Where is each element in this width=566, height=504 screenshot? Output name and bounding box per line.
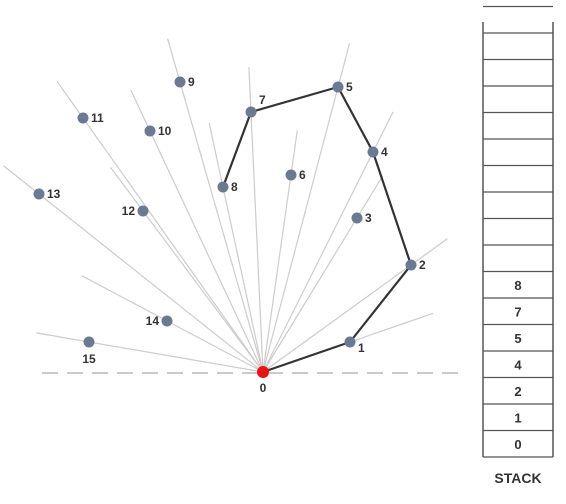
point-4 (367, 146, 379, 158)
point-1 (344, 336, 356, 348)
ray-13 (3, 165, 264, 373)
stack-item-7: 7 (514, 304, 521, 319)
point-label-3: 3 (365, 211, 372, 225)
point-label-12: 12 (122, 204, 136, 218)
point-label-7: 7 (259, 93, 266, 107)
ray-2 (262, 238, 448, 373)
ray-11 (56, 80, 264, 373)
point-9 (174, 76, 186, 88)
point-5 (332, 81, 344, 93)
point-14 (161, 315, 173, 327)
point-15 (83, 336, 95, 348)
point-label-10: 10 (158, 124, 172, 138)
point-12 (137, 205, 149, 217)
ray-15 (36, 332, 264, 373)
rays (3, 38, 448, 373)
stack-item-8: 8 (514, 278, 521, 293)
stack-item-0: 0 (514, 437, 521, 452)
point-13 (33, 188, 45, 200)
ray-7 (248, 66, 264, 373)
origin-point (257, 366, 269, 378)
point-label-5: 5 (346, 80, 353, 94)
stack-title: STACK (494, 470, 541, 486)
point-label-15: 15 (82, 352, 96, 366)
point-label-9: 9 (188, 75, 195, 89)
ray-9 (167, 38, 264, 373)
point-label-1: 1 (358, 341, 365, 355)
ray-3 (262, 175, 384, 373)
stack-item-5: 5 (514, 331, 521, 346)
ray-5 (262, 43, 351, 373)
point-label-8: 8 (231, 180, 238, 194)
point-3 (351, 212, 363, 224)
point-label-11: 11 (91, 111, 104, 125)
point-2 (405, 259, 417, 271)
point-label-2: 2 (419, 258, 426, 272)
point-6 (285, 169, 297, 181)
stack-item-2: 2 (514, 384, 521, 399)
ray-12 (110, 167, 264, 373)
stack-item-1: 1 (514, 410, 521, 425)
point-label-6: 6 (299, 168, 306, 182)
stack: 8 7 5 4 2 1 0 (482, 5, 554, 458)
point-8 (217, 181, 229, 193)
origin-label: 0 (260, 381, 267, 395)
ray-8 (208, 122, 264, 373)
point-11 (77, 112, 89, 124)
point-label-14: 14 (146, 314, 160, 328)
ray-14 (81, 275, 264, 373)
ray-10 (130, 90, 264, 373)
point-7 (245, 106, 257, 118)
ray-6 (262, 130, 298, 373)
stack-item-4: 4 (514, 357, 522, 372)
point-10 (144, 125, 156, 137)
point-label-4: 4 (381, 145, 388, 159)
point-label-13: 13 (47, 187, 61, 201)
